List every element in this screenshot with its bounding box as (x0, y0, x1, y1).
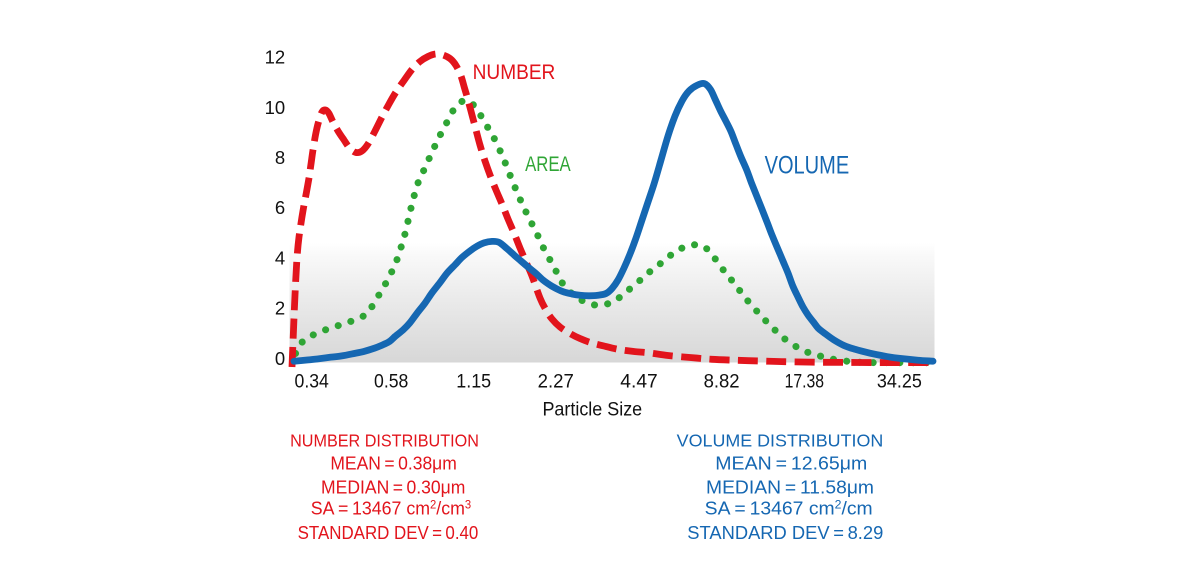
svg-text:0.34: 0.34 (295, 371, 329, 393)
svg-text:4.47: 4.47 (620, 371, 657, 393)
svg-text:17.38: 17.38 (785, 371, 824, 393)
svg-text:NUMBER: NUMBER (473, 60, 556, 84)
svg-text:2.27: 2.27 (538, 371, 574, 393)
svg-text:MEDIAN = 11.58μm: MEDIAN = 11.58μm (706, 476, 874, 497)
svg-text:VOLUME DISTRIBUTION: VOLUME DISTRIBUTION (677, 430, 884, 450)
svg-text:SA = 13467 cm2/cm3: SA = 13467 cm2/cm3 (311, 497, 472, 518)
svg-text:MEAN = 0.38μm: MEAN = 0.38μm (330, 453, 457, 474)
svg-text:6: 6 (275, 197, 285, 218)
svg-text:0: 0 (275, 348, 285, 369)
svg-text:MEDIAN = 0.30μm: MEDIAN = 0.30μm (321, 476, 465, 497)
svg-text:0.58: 0.58 (374, 371, 408, 393)
svg-text:MEAN = 12.65μm: MEAN = 12.65μm (715, 453, 867, 474)
svg-text:SA = 13467 cm2/cm: SA = 13467 cm 2/cm (705, 497, 873, 518)
svg-text:NUMBER DISTRIBUTION: NUMBER DISTRIBUTION (290, 430, 479, 450)
svg-text:Particle Size: Particle Size (542, 400, 642, 421)
svg-text:AREA: AREA (525, 152, 571, 176)
svg-text:8: 8 (275, 147, 285, 168)
svg-text:4: 4 (275, 247, 285, 268)
svg-text:2: 2 (275, 298, 285, 319)
svg-text:10: 10 (265, 97, 286, 118)
svg-text:STANDARD DEV = 8.29: STANDARD DEV = 8.29 (687, 522, 883, 543)
svg-text:8.82: 8.82 (704, 371, 740, 393)
svg-text:STANDARD DEV = 0.40: STANDARD DEV = 0.40 (298, 522, 479, 543)
svg-text:34.25: 34.25 (877, 371, 922, 393)
svg-text:VOLUME: VOLUME (765, 151, 850, 179)
svg-text:12: 12 (265, 47, 286, 68)
svg-text:1.15: 1.15 (456, 371, 491, 393)
